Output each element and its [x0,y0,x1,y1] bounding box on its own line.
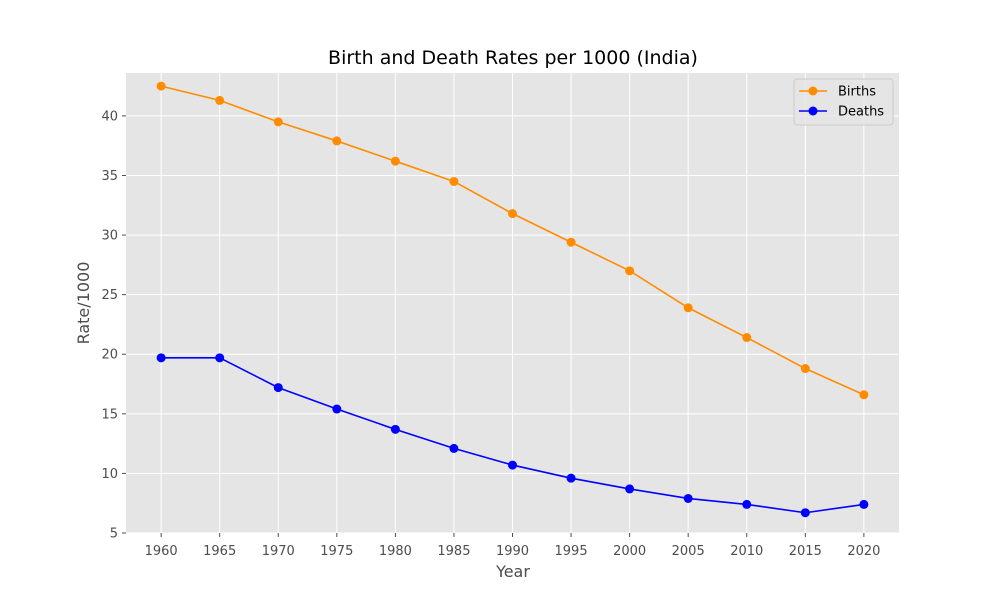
x-tick-label: 1985 [437,544,470,559]
births-point [449,176,459,186]
x-tick-label: 1980 [379,544,412,559]
deaths-point [508,460,517,470]
y-tick-label: 5 [110,527,118,542]
x-tick-label: 1965 [203,544,236,559]
births-point [800,364,810,374]
deaths-point [625,484,635,494]
legend-label-births: Births [838,85,876,100]
deaths-point [683,493,693,503]
chart-title: Birth and Death Rates per 1000 (India) [328,47,698,69]
births-point [742,333,752,343]
x-tick-label: 2000 [613,544,646,559]
legend-marker-births [808,86,818,96]
births-point [859,390,869,400]
births-point [508,209,517,219]
x-tick-label: 1995 [555,544,588,559]
series-layer [156,81,869,518]
y-tick-label: 40 [101,109,118,124]
x-tick-label: 1990 [496,544,529,559]
births-point [390,156,400,166]
deaths-point [156,353,166,363]
x-tick-label: 2015 [789,544,822,559]
x-tick-label: 1970 [262,544,295,559]
deaths-point [800,508,810,518]
deaths-point [449,443,459,453]
births-point [156,81,166,91]
legend: Births Deaths [793,78,894,126]
births-point [273,117,283,127]
legend-label-deaths: Deaths [838,105,884,120]
x-tick-label: 1960 [145,544,178,559]
x-tick-label: 2005 [672,544,705,559]
deaths-point [273,383,283,393]
y-tick-label: 30 [101,229,118,244]
births-point [215,95,225,105]
legend-marker-deaths [808,106,818,116]
y-axis-title: Rate/1000 [74,262,93,345]
x-axis-title: Year [495,562,530,581]
births-point [683,303,693,313]
series-deaths [156,353,869,518]
x-tick-label: 1975 [320,544,353,559]
deaths-point [390,424,400,434]
y-tick-label: 20 [101,348,118,363]
births-point [625,266,635,276]
x-tick-label: 2020 [847,544,880,559]
births-point [332,136,342,146]
axis-ticks: 1960 1965 1970 1975 1980 1985 1990 1995 2000 2005… [101,109,880,559]
deaths-point [742,499,752,509]
gridlines [126,73,899,534]
x-tick-label: 2010 [730,544,763,559]
births-point [566,237,576,247]
series-births [156,81,869,400]
y-tick-label: 35 [101,169,118,184]
y-tick-label: 15 [101,407,118,422]
y-tick-label: 10 [101,467,118,482]
deaths-point [859,499,869,509]
deaths-point [332,404,342,414]
deaths-point [215,353,225,363]
deaths-point [566,473,576,483]
y-tick-label: 25 [101,288,118,303]
